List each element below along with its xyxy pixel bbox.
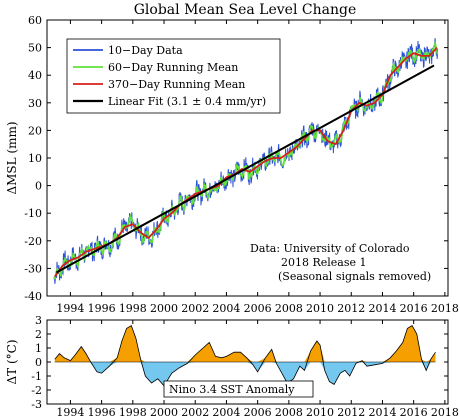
sea-level-y-tick-label: -40 <box>24 290 42 303</box>
sea-level-y-tick-label: 60 <box>28 14 42 27</box>
nino-y-tick-label: 3 <box>35 314 42 327</box>
sea-level-series <box>53 38 439 284</box>
nino-anomaly-area <box>54 325 436 387</box>
sea-level-y-tick-label: 50 <box>28 42 42 55</box>
sea-level-x-tick-label: 2004 <box>212 302 240 315</box>
annotation-seasonal: (Seasonal signals removed) <box>278 270 431 283</box>
sea-level-y-tick-label: 20 <box>28 124 42 137</box>
nino-y-tick-label: 0 <box>35 356 42 369</box>
nino-positive-area <box>54 325 436 362</box>
legend: 10−Day Data 60−Day Running Mean 370−Day Ru… <box>66 38 281 114</box>
annotation-release: 2018 Release 1 <box>281 256 367 269</box>
data-source-annotation: Data: University of Colorado 2018 Releas… <box>250 242 431 283</box>
chart-title: Global Mean Sea Level Change <box>134 2 356 18</box>
nino-y-tick-label: 2 <box>35 328 42 341</box>
sea-level-x-tick-label: 1996 <box>88 302 116 315</box>
nino-x-tick-label: 1994 <box>56 406 84 418</box>
nino-x-tick-label: 2008 <box>275 406 303 418</box>
nino-anomaly-line <box>54 325 436 387</box>
sea-level-plot-frame <box>46 19 449 297</box>
nino-x-tick-label: 2018 <box>431 406 459 418</box>
nino-plot-frame <box>46 319 449 405</box>
nino-y-tick-label: -3 <box>31 398 42 411</box>
nino-x-tick-label: 2000 <box>150 406 178 418</box>
annotation-source: Data: University of Colorado <box>250 242 410 255</box>
series-60-day-line <box>53 40 439 280</box>
nino-axes-ticks: 1994 1996 1998 2000 2002 2004 2006 2008 2010 2012… <box>31 314 459 418</box>
sea-level-y-tick-label: 40 <box>28 69 42 82</box>
legend-label: 60−Day Running Mean <box>108 61 238 74</box>
nino-y-tick-label: -1 <box>31 370 42 383</box>
sea-level-y-tick-label: 10 <box>28 152 42 165</box>
sea-level-x-tick-label: 2010 <box>306 302 334 315</box>
nino-y-tick-label: -2 <box>31 384 42 397</box>
nino-label-box <box>163 380 314 398</box>
nino-negative-area <box>54 362 436 386</box>
sea-level-x-tick-label: 1998 <box>119 302 147 315</box>
nino-x-tick-label: 2012 <box>337 406 365 418</box>
series-linear-fit-line <box>55 64 435 274</box>
sea-level-x-tick-label: 1994 <box>56 302 84 315</box>
sea-level-y-tick-label: -10 <box>24 207 42 220</box>
series-370-day-line <box>54 46 438 278</box>
legend-label: 10−Day Data <box>108 44 183 57</box>
nino-x-tick-label: 1996 <box>88 406 116 418</box>
sea-level-y-tick-label: 0 <box>35 180 42 193</box>
sea-level-axes-ticks: 1994 1996 1998 2000 2002 2004 2006 2008 2010 2012… <box>24 14 459 315</box>
nino-x-tick-label: 2014 <box>368 406 396 418</box>
sea-level-y-tick-label: 30 <box>28 97 42 110</box>
nino-x-tick-label: 2010 <box>306 406 334 418</box>
legend-label: 370−Day Running Mean <box>108 78 245 91</box>
sea-level-x-tick-label: 2006 <box>244 302 272 315</box>
sea-level-x-tick-label: 2008 <box>275 302 303 315</box>
nino-series-label: Nino 3.4 SST Anomaly <box>169 383 295 396</box>
sea-level-x-tick-label: 2016 <box>400 302 428 315</box>
sea-level-x-tick-label: 2012 <box>337 302 365 315</box>
sea-level-y-tick-label: -30 <box>24 262 42 275</box>
sea-level-y-axis-label: ΔMSL (mm) <box>5 121 19 194</box>
sea-level-x-tick-label: 2014 <box>368 302 396 315</box>
legend-label: Linear Fit (3.1 ± 0.4 mm/yr) <box>108 95 266 108</box>
nino-y-axis-label: ΔT (°C) <box>5 339 19 384</box>
sea-level-y-tick-label: -20 <box>24 235 42 248</box>
nino-x-tick-label: 1998 <box>119 406 147 418</box>
sea-level-x-tick-label: 2018 <box>431 302 459 315</box>
nino-x-tick-label: 2006 <box>244 406 272 418</box>
nino-x-tick-label: 2016 <box>400 406 428 418</box>
nino-x-tick-label: 2002 <box>181 406 209 418</box>
nino-y-tick-label: 1 <box>35 342 42 355</box>
sea-level-x-tick-label: 2000 <box>150 302 178 315</box>
nino-x-tick-label: 2004 <box>212 406 240 418</box>
sea-level-x-tick-label: 2002 <box>181 302 209 315</box>
